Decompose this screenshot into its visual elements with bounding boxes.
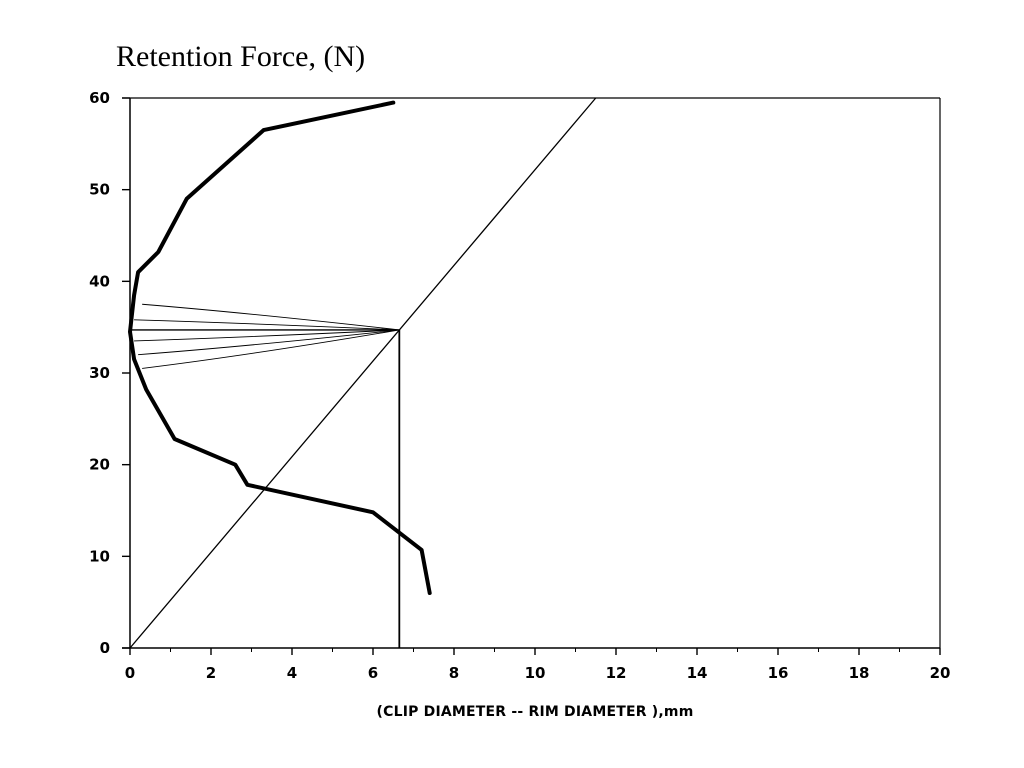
x-tick-label: 0 [125,664,135,682]
x-tick-label: 2 [206,664,216,682]
y-tick-label: 20 [89,456,110,474]
x-axis-label: (CLIP DIAMETER -- RIM DIAMETER ),mm [376,704,694,720]
spike-line [142,329,400,369]
x-tick-label: 14 [687,664,708,682]
y-tick-label: 30 [89,364,110,382]
x-tick-label: 10 [525,664,546,682]
spike-line [134,319,400,331]
x-tick-label: 12 [606,664,627,682]
chart-title: Retention Force, (N) [116,40,366,73]
spike-line [134,329,400,342]
y-tick-label: 0 [100,639,110,657]
x-tick-label: 6 [368,664,378,682]
y-tick-label: 10 [89,547,110,565]
y-tick-label: 50 [89,181,110,199]
x-tick-label: 8 [449,664,459,682]
y-tick-label: 40 [89,272,110,290]
diagonal-line [129,97,597,649]
x-tick-label: 18 [849,664,870,682]
x-tick-label: 16 [768,664,789,682]
x-tick-label: 20 [930,664,951,682]
retention-force-curve [128,100,432,595]
spike-line [138,329,400,356]
y-tick-label: 60 [89,89,110,107]
x-tick-label: 4 [287,664,297,682]
spike-line [142,303,400,331]
